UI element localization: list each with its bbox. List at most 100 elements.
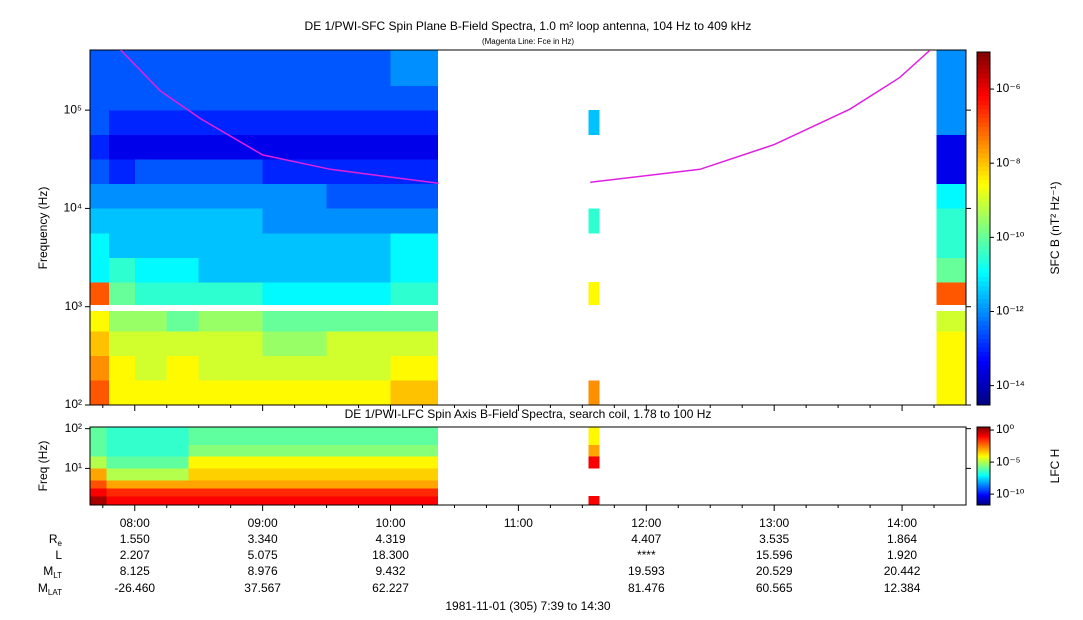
colorbar-strip [977, 479, 990, 482]
ephemeris-label-sub: LT [53, 571, 62, 580]
spectrogram-cell [134, 50, 168, 86]
colorbar-strip [977, 254, 990, 260]
spectrogram-cell [90, 331, 110, 357]
colorbar-strip [977, 438, 990, 441]
spectrogram-cell [188, 456, 439, 469]
colorbar-strip [977, 219, 990, 225]
spectrogram-cell [588, 427, 600, 445]
ephemeris-label-main: M [38, 581, 48, 595]
ephemeris-value: 1.550 [120, 532, 150, 546]
spectrogram-cell [90, 380, 110, 406]
spectrogram-cell [90, 85, 110, 111]
spectrogram-cell [109, 50, 136, 86]
spectrogram-cell [166, 331, 200, 357]
colorbar-strip [977, 501, 990, 503]
colorbar-strip [977, 462, 990, 464]
colorbar-strip [977, 455, 990, 457]
colorbar-strip [977, 281, 990, 287]
colorbar-strip [977, 499, 990, 501]
colorbar-strip [977, 466, 990, 469]
spectrogram-cell [588, 208, 600, 234]
spectrogram-cell [90, 444, 107, 457]
spectrogram-cell [262, 50, 327, 86]
ephemeris-value: 12.384 [884, 581, 921, 595]
spectrogram-cell [326, 110, 391, 136]
colorbar-strip [977, 503, 990, 505]
colorbar-strip [977, 502, 990, 504]
colorbar-strip [977, 78, 990, 84]
spectrogram-cell [588, 456, 600, 469]
spectrogram-cell [326, 134, 391, 160]
colorbar-strip [977, 440, 990, 443]
ephemeris-value: 8.976 [248, 564, 278, 578]
spectrogram-cell [90, 468, 107, 481]
spectrogram-cell [198, 331, 263, 357]
spectrogram-cell [390, 380, 439, 406]
spectrogram-cell [134, 257, 168, 283]
ephemeris-value: 5.075 [248, 548, 278, 562]
spectrogram-cell [134, 311, 168, 332]
plot-frame [89, 49, 967, 406]
colorbar-strip [977, 496, 990, 498]
colorbar-strip [977, 135, 990, 141]
spectrogram-cell [390, 233, 439, 258]
spectrogram-cell [936, 257, 967, 283]
colorbar-strip [977, 488, 990, 490]
colorbar-strip [977, 360, 990, 366]
spectrogram-cell [390, 257, 439, 283]
colorbar-strip [977, 241, 990, 247]
spectrogram-cell [90, 208, 110, 234]
spectrogram-cell [262, 134, 327, 160]
spectrogram-cell [109, 233, 136, 258]
colorbar-strip [977, 452, 990, 454]
colorbar-strip [977, 396, 990, 401]
colorbar-strip [977, 445, 990, 447]
colorbar-strip [977, 493, 990, 495]
spectrogram-cell [134, 85, 168, 111]
colorbar-tick-label: 10⁻¹⁴ [996, 378, 1025, 392]
spectrogram-cell [262, 183, 327, 209]
colorbar-strip [977, 427, 990, 430]
colorbar-strip [977, 96, 990, 101]
spectrogram-cell [936, 311, 967, 332]
colorbar-strip [977, 316, 990, 322]
spectrogram-cell [936, 183, 967, 209]
ephemeris-label-sub: e [58, 539, 63, 548]
colorbar-strip [977, 485, 990, 487]
colorbar-strip [977, 427, 990, 429]
spectrogram-cell [166, 355, 200, 381]
colorbar-strip [977, 60, 990, 66]
colorbar-strip [977, 457, 990, 459]
colorbar-label: SFC B (nT² Hz⁻¹) [1048, 182, 1062, 275]
colorbar-strip [977, 483, 990, 485]
spectrogram-cell [188, 480, 439, 489]
spectrogram-cell [588, 380, 600, 406]
spectrogram-cell [109, 110, 136, 136]
ephemeris-label-sub: LAT [48, 588, 62, 597]
spectrogram-cell [198, 257, 263, 283]
spectrogram-cell [936, 233, 967, 258]
x-tick-label: 11:00 [504, 516, 533, 530]
ephemeris-value: 1.864 [887, 532, 917, 546]
spectrogram-cell [90, 488, 107, 497]
colorbar-strip [977, 458, 990, 460]
colorbar-strip [977, 232, 990, 238]
spectrogram-cell [262, 282, 327, 305]
spectrogram-cell [166, 208, 200, 234]
colorbar-strip [977, 299, 990, 304]
spectrogram-cell [90, 311, 110, 332]
spectrogram-cell [390, 134, 439, 160]
ephemeris-row-label: Re [49, 532, 63, 548]
spectrogram-cell [90, 233, 110, 258]
colorbar-strip [977, 188, 990, 194]
colorbar-strip [977, 378, 990, 384]
ephemeris-row-label: MLT [43, 564, 62, 580]
spectrogram-cell [326, 257, 391, 283]
colorbar-strip [977, 463, 990, 465]
colorbar-strip [977, 343, 990, 349]
spectrogram-cell [134, 233, 168, 258]
colorbar-strip [977, 476, 990, 479]
spectrogram-cell [188, 488, 439, 497]
spectrogram-cell [90, 456, 107, 469]
colorbar-strip [977, 450, 990, 452]
